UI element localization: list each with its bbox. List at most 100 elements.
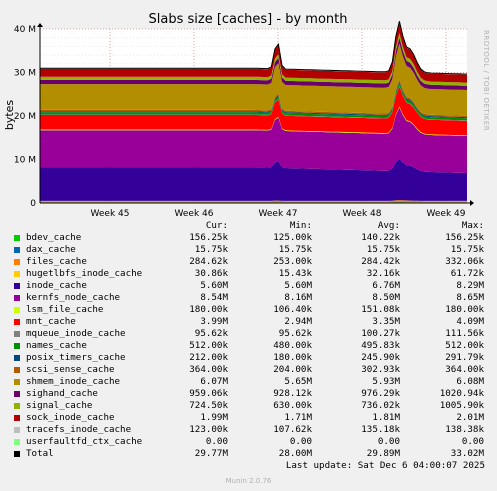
legend-value-avg: 736.02k [361, 400, 400, 411]
x-tick-label: Week 48 [343, 209, 382, 219]
legend-value-cur: 6.07M [200, 376, 228, 387]
chart-title: Slabs size [caches] - by month [149, 12, 348, 27]
legend-value-min: 180.00k [273, 352, 312, 363]
legend-value-max: 8.29M [456, 280, 484, 291]
legend-value-min: 5.65M [284, 376, 312, 387]
legend-value-cur: 8.54M [200, 292, 228, 303]
legend-value-avg: 495.83k [361, 340, 400, 351]
legend-swatch [14, 355, 20, 361]
legend-value-min: 8.16M [284, 292, 312, 303]
col-min-header: Min: [289, 220, 312, 231]
legend-series-name: posix_timers_cache [26, 352, 126, 363]
legend-value-min: 125.00k [273, 232, 312, 243]
legend-value-max: 512.00k [445, 340, 484, 351]
legend-row: Total 29.77M 28.00M 29.89M 33.02M [0, 448, 497, 460]
legend-series-name: userfaultfd_ctx_cache [26, 436, 143, 447]
legend-series-name: sighand_cache [26, 388, 98, 399]
legend-value-cur: 0.00 [205, 436, 228, 447]
legend-value-cur: 512.00k [189, 340, 228, 351]
legend-value-avg: 100.27k [361, 328, 400, 339]
col-avg-header: Avg: [377, 220, 400, 231]
legend-series-name: Total [26, 448, 54, 459]
legend-swatch [14, 307, 20, 313]
legend-swatch [14, 331, 20, 337]
legend-value-max: 61.72k [450, 268, 484, 279]
legend-value-cur: 724.50k [189, 400, 228, 411]
legend-value-cur: 30.86k [194, 268, 228, 279]
legend-value-avg: 151.08k [361, 304, 400, 315]
stacked-areas [40, 21, 468, 203]
legend-value-max: 156.25k [445, 232, 484, 243]
legend-series-name: lsm_file_cache [26, 304, 104, 315]
legend-row: hugetlbfs_inode_cache 30.86k 15.43k 32.16k 6… [0, 268, 497, 280]
legend-row: lsm_file_cache 180.00k 106.40k 151.08k 180.0… [0, 304, 497, 316]
legend-series-name: kernfs_node_cache [26, 292, 121, 303]
legend-row: kernfs_node_cache 8.54M 8.16M 8.50M 8.65M [0, 292, 497, 304]
legend-value-max: 291.79k [445, 352, 484, 363]
legend-value-min: 2.94M [284, 316, 312, 327]
y-tick-label: 0 [30, 199, 36, 209]
legend-value-cur: 156.25k [189, 232, 228, 243]
legend-swatch [14, 391, 20, 397]
legend-row: files_cache 284.62k 253.00k 284.42k 332.06k [0, 256, 497, 268]
area-hugetlbfs_inode_cache [40, 200, 467, 202]
legend-swatch [14, 415, 20, 421]
legend-value-avg: 0.00 [377, 436, 400, 447]
y-tick-label: 10 M [14, 156, 36, 166]
legend-row: signal_cache 724.50k 630.00k 736.02k 1005.90… [0, 400, 497, 412]
legend-swatch [14, 259, 20, 265]
legend-swatch [14, 379, 20, 385]
legend-value-min: 28.00M [278, 448, 312, 459]
legend-swatch [14, 427, 20, 433]
x-tick-label: Week 46 [175, 209, 214, 219]
legend-value-max: 332.06k [445, 256, 484, 267]
last-update: Last update: Sat Dec 6 04:00:07 2025 [285, 460, 485, 471]
legend-swatch [14, 367, 20, 373]
legend-swatch [14, 295, 20, 301]
area-sock_inode_cache [40, 22, 467, 83]
area-kernfs_node_cache [40, 107, 467, 173]
legend-row: mqueue_inode_cache 95.62k 95.62k 100.27k 111… [0, 328, 497, 340]
x-tick-label: Week 45 [91, 209, 130, 219]
legend-value-max: 4.09M [456, 316, 484, 327]
area-shmem_inode_cache [40, 43, 467, 116]
legend-value-max: 364.00k [445, 364, 484, 375]
rrdtool-side-label: RRDTOOL / TOBI OETIKER [482, 30, 490, 131]
legend-value-max: 1020.94k [439, 388, 484, 399]
legend-row: dax_cache 15.75k 15.75k 15.75k 15.75k [0, 244, 497, 256]
area-names_cache [40, 82, 467, 121]
legend-value-cur: 212.00k [189, 352, 228, 363]
legend-series-name: dax_cache [26, 244, 76, 255]
legend-value-avg: 1.81M [372, 412, 400, 423]
legend-value-min: 204.00k [273, 364, 312, 375]
legend-value-cur: 5.60M [200, 280, 228, 291]
legend-value-min: 106.40k [273, 304, 312, 315]
legend-series-name: bdev_cache [26, 232, 82, 243]
legend-series-name: hugetlbfs_inode_cache [26, 268, 143, 279]
legend-series-name: mnt_cache [26, 316, 76, 327]
legend-value-cur: 95.62k [194, 328, 228, 339]
legend-value-max: 8.65M [456, 292, 484, 303]
legend-value-avg: 29.89M [366, 448, 400, 459]
x-axis-ticks: Week 45 Week 46 Week 47 Week 48 Week 49 [91, 209, 466, 219]
legend-table: Cur: Min: Avg: Max: bdev_cache 156.25k 125… [0, 220, 497, 460]
legend-value-min: 107.62k [273, 424, 312, 435]
col-max-header: Max: [461, 220, 484, 231]
area-lsm_file_cache [40, 106, 467, 136]
y-tick-label: 40 M [14, 25, 36, 35]
legend-value-max: 15.75k [450, 244, 484, 255]
legend-series-name: signal_cache [26, 400, 93, 411]
area-mnt_cache [40, 86, 467, 136]
legend-value-avg: 245.90k [361, 352, 400, 363]
legend-value-cur: 15.75k [194, 244, 228, 255]
legend-row: mnt_cache 3.99M 2.94M 3.35M 4.09M [0, 316, 497, 328]
legend-swatch [14, 283, 20, 289]
legend-series-name: tracefs_inode_cache [26, 424, 132, 435]
legend-value-avg: 15.75k [366, 244, 400, 255]
legend-swatch [14, 235, 20, 241]
legend-value-max: 111.56k [445, 328, 484, 339]
legend-value-min: 1.71M [284, 412, 312, 423]
y-tick-label: 20 M [14, 112, 36, 122]
legend-row: userfaultfd_ctx_cache 0.00 0.00 0.00 0.00 [0, 436, 497, 448]
legend-row: tracefs_inode_cache 123.00k 107.62k 135.18k… [0, 424, 497, 436]
